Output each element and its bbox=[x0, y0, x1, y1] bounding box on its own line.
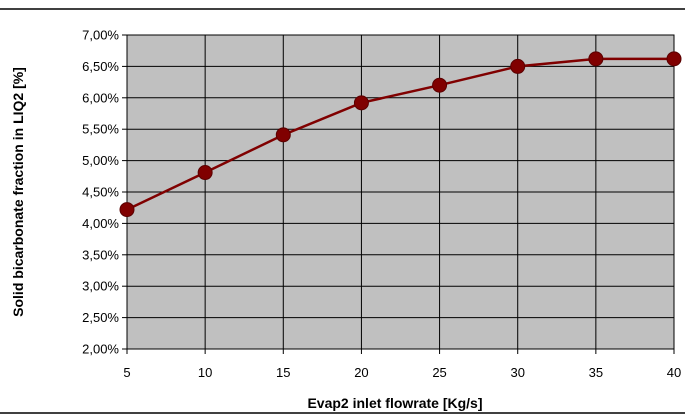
data-point bbox=[432, 77, 448, 93]
y-axis-title: Solid bicarbonate fraction in LIQ2 [%] bbox=[10, 67, 26, 317]
y-tick-label: 4,00% bbox=[82, 216, 119, 231]
y-tick-label: 3,50% bbox=[82, 247, 119, 262]
data-point bbox=[510, 58, 526, 74]
x-tick-label: 25 bbox=[432, 365, 446, 380]
x-tick-label: 35 bbox=[589, 365, 603, 380]
y-tick-label: 6,00% bbox=[82, 90, 119, 105]
y-tick-label: 4,50% bbox=[82, 185, 119, 200]
series-line bbox=[126, 57, 674, 211]
data-point bbox=[197, 165, 213, 181]
x-tick-label: 10 bbox=[198, 365, 212, 380]
x-tick-label: 30 bbox=[510, 365, 524, 380]
gridlines bbox=[122, 34, 675, 354]
x-tick-label: 5 bbox=[123, 365, 130, 380]
x-tick-label: 20 bbox=[354, 365, 368, 380]
data-point bbox=[666, 51, 682, 67]
series-layer bbox=[119, 51, 682, 218]
data-point bbox=[353, 95, 369, 111]
y-tick-label: 5,00% bbox=[82, 153, 119, 168]
data-point bbox=[588, 51, 604, 67]
data-point bbox=[119, 202, 135, 218]
y-tick-label: 2,00% bbox=[82, 342, 119, 357]
y-tick-label: 2,50% bbox=[82, 310, 119, 325]
x-tick-label: 40 bbox=[667, 365, 681, 380]
x-axis-title: Evap2 inlet flowrate [Kg/s] bbox=[307, 395, 482, 411]
y-tick-label: 7,00% bbox=[82, 28, 119, 43]
y-tick-label: 6,50% bbox=[82, 59, 119, 74]
x-tick-label: 15 bbox=[276, 365, 290, 380]
y-tick-labels: 2,00% 2,50% 3,00% 3,50% 4,00% 4,50% 5,00% 5,50%… bbox=[82, 28, 119, 357]
x-tick-labels: 5 10 15 20 25 30 35 40 bbox=[123, 365, 681, 380]
y-tick-label: 3,00% bbox=[82, 279, 119, 294]
data-point bbox=[275, 127, 291, 143]
y-tick-label: 5,50% bbox=[82, 122, 119, 137]
